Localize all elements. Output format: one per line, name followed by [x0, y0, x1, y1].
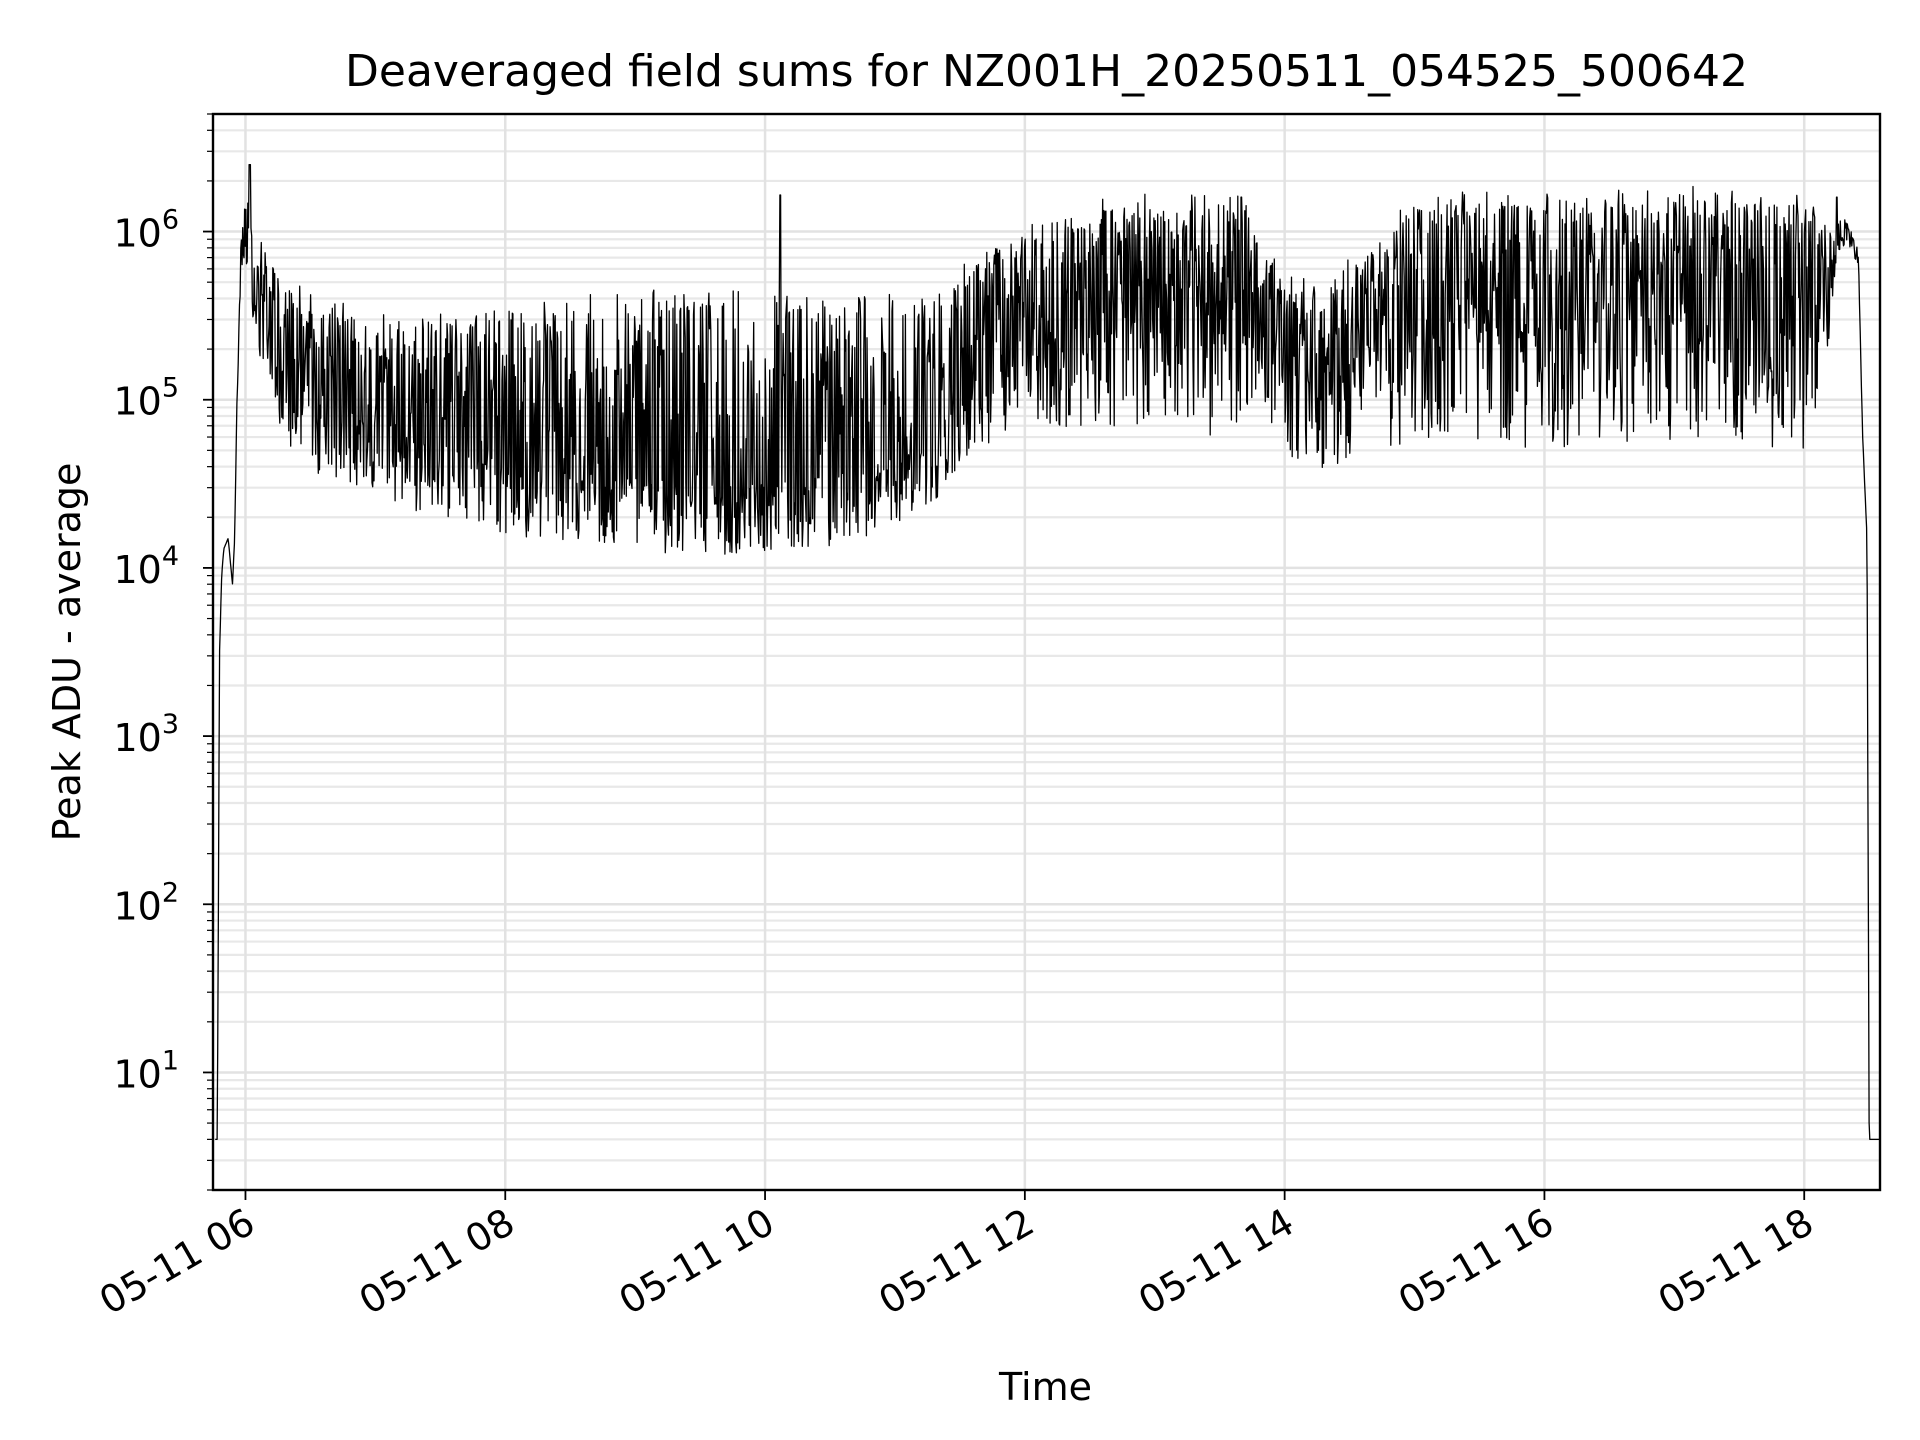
x-tick-label: 05-11 18 [1651, 1200, 1821, 1324]
x-tick-label: 05-11 14 [1131, 1200, 1301, 1324]
y-tick-label: 101 [113, 1045, 179, 1096]
y-tick-label: 104 [113, 541, 179, 592]
series-layer [215, 163, 1881, 1141]
y-tick-label: 106 [113, 205, 179, 256]
chart-title: Deaveraged field sums for NZ001H_2025051… [345, 46, 1748, 97]
y-tick-label: 102 [113, 877, 179, 928]
series-line [215, 163, 1881, 1141]
y-axis-label: Peak ADU - average [45, 463, 89, 842]
x-tick-label: 05-11 08 [352, 1200, 522, 1324]
plot-frame [211, 112, 1882, 1192]
x-tick-label: 05-11 12 [871, 1200, 1041, 1324]
x-tick-label: 05-11 16 [1391, 1200, 1561, 1324]
x-tick-label: 05-11 06 [92, 1200, 262, 1324]
x-tick-label: 05-11 10 [612, 1200, 782, 1324]
y-tick-label: 103 [113, 709, 179, 760]
x-axis-label: Time [998, 1365, 1092, 1409]
y-tick-label: 105 [113, 373, 179, 424]
